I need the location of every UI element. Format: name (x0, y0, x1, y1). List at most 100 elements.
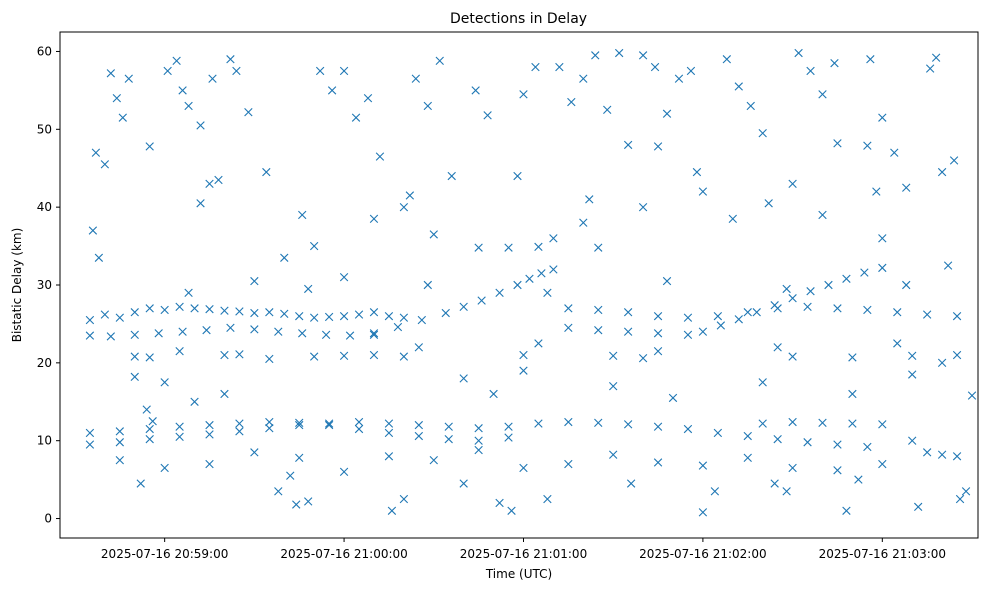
x-tick-label: 2025-07-16 21:03:00 (819, 547, 946, 561)
data-point (160, 463, 169, 473)
data-point (594, 305, 603, 315)
data-point (653, 311, 663, 321)
data-point (943, 261, 953, 270)
data-point (474, 436, 483, 445)
data-point (833, 466, 842, 475)
data-point (429, 455, 438, 465)
data-point (265, 424, 274, 433)
data-point (890, 148, 899, 157)
data-point (513, 280, 522, 290)
y-tick-label: 50 (37, 122, 52, 136)
data-point (863, 442, 872, 452)
data-point (794, 48, 803, 58)
data-point (925, 64, 935, 73)
data-point (872, 187, 881, 196)
data-point (369, 214, 379, 224)
data-point (324, 419, 334, 428)
data-point (115, 313, 124, 322)
data-point (235, 307, 244, 316)
data-point (411, 74, 421, 83)
data-point (902, 280, 911, 290)
data-point (773, 343, 782, 352)
data-point (698, 187, 708, 196)
data-point (172, 56, 181, 65)
data-point (952, 311, 962, 321)
data-point (298, 329, 307, 338)
data-point (955, 494, 965, 504)
data-point (743, 431, 752, 441)
data-point (369, 329, 379, 338)
data-point (265, 417, 274, 427)
data-point (937, 358, 947, 368)
data-point (414, 431, 424, 441)
data-point (295, 420, 304, 430)
data-point (369, 350, 379, 360)
data-point (686, 66, 696, 76)
data-point (519, 463, 528, 473)
data-point (295, 311, 304, 321)
data-point (504, 243, 513, 252)
data-point (399, 202, 409, 212)
data-point (824, 280, 833, 290)
data-point (339, 467, 349, 477)
data-point (854, 475, 863, 484)
data-point (405, 191, 415, 200)
data-point (384, 452, 394, 461)
data-point (477, 296, 486, 305)
data-point (728, 214, 737, 224)
data-point (609, 351, 618, 361)
data-point (908, 436, 917, 445)
data-point (91, 148, 101, 157)
chart-title: Detections in Delay (450, 11, 587, 27)
data-point (908, 370, 917, 379)
data-point (399, 352, 409, 361)
data-point (474, 445, 483, 455)
data-point (662, 276, 672, 286)
data-point (235, 350, 244, 359)
data-point (594, 243, 603, 252)
data-point (713, 311, 723, 321)
data-point (878, 263, 887, 273)
data-point (806, 66, 815, 76)
data-point (471, 86, 480, 95)
data-point (692, 167, 702, 177)
data-point (495, 498, 504, 508)
data-point (130, 372, 139, 382)
data-point (226, 55, 235, 64)
data-point (88, 226, 98, 235)
data-point (232, 66, 241, 76)
data-point (770, 479, 779, 488)
data-point (250, 276, 259, 286)
data-point (716, 321, 726, 330)
data-point (848, 389, 857, 399)
data-point (507, 506, 516, 515)
data-point (758, 419, 767, 428)
data-point (908, 351, 917, 361)
data-point (274, 327, 283, 336)
data-point (860, 268, 869, 277)
data-point (788, 179, 797, 188)
data-point (106, 332, 116, 341)
data-point (770, 301, 779, 310)
data-point (220, 389, 229, 399)
data-point (130, 308, 139, 317)
data-point (752, 308, 761, 317)
data-point (531, 62, 540, 72)
data-point (202, 325, 211, 335)
data-point (534, 419, 543, 428)
data-point (178, 327, 187, 336)
data-point (594, 325, 603, 335)
data-point (483, 111, 492, 120)
data-point (369, 308, 379, 317)
data-point (534, 242, 543, 252)
x-tick-label: 2025-07-16 21:02:00 (639, 547, 766, 561)
data-point (878, 420, 887, 429)
data-point (734, 82, 743, 91)
data-point (85, 428, 95, 438)
data-point (555, 62, 564, 72)
data-point (614, 48, 624, 58)
data-point (653, 422, 663, 431)
data-point (327, 86, 337, 95)
data-point (304, 284, 313, 294)
data-point (295, 453, 304, 463)
